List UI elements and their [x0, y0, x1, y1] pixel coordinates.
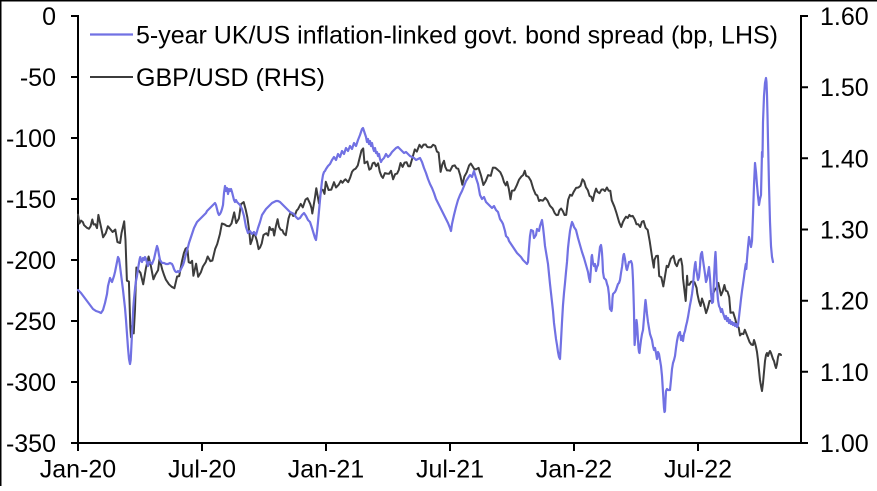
svg-text:1.10: 1.10	[820, 359, 869, 387]
svg-text:-50: -50	[20, 64, 56, 92]
svg-text:Jan-21: Jan-21	[288, 456, 364, 484]
svg-text:-300: -300	[6, 369, 56, 397]
svg-text:-200: -200	[6, 247, 56, 275]
svg-text:-350: -350	[6, 430, 56, 458]
svg-text:1.20: 1.20	[820, 288, 869, 316]
svg-text:1.00: 1.00	[820, 430, 869, 458]
svg-text:Jan-22: Jan-22	[536, 456, 612, 484]
svg-text:Jul-22: Jul-22	[664, 456, 732, 484]
svg-text:1.50: 1.50	[820, 74, 869, 102]
svg-text:1.30: 1.30	[820, 217, 869, 245]
svg-text:1.60: 1.60	[820, 3, 869, 31]
svg-text:5-year UK/US inflation-linked: 5-year UK/US inflation-linked govt. bond…	[136, 22, 778, 50]
svg-text:Jul-20: Jul-20	[168, 456, 236, 484]
svg-text:-100: -100	[6, 125, 56, 153]
svg-text:0: 0	[42, 3, 56, 31]
svg-text:Jan-20: Jan-20	[40, 456, 116, 484]
svg-text:-250: -250	[6, 308, 56, 336]
svg-text:GBP/USD (RHS): GBP/USD (RHS)	[136, 64, 325, 92]
svg-text:1.40: 1.40	[820, 145, 869, 173]
svg-text:Jul-21: Jul-21	[416, 456, 484, 484]
svg-text:-150: -150	[6, 186, 56, 214]
